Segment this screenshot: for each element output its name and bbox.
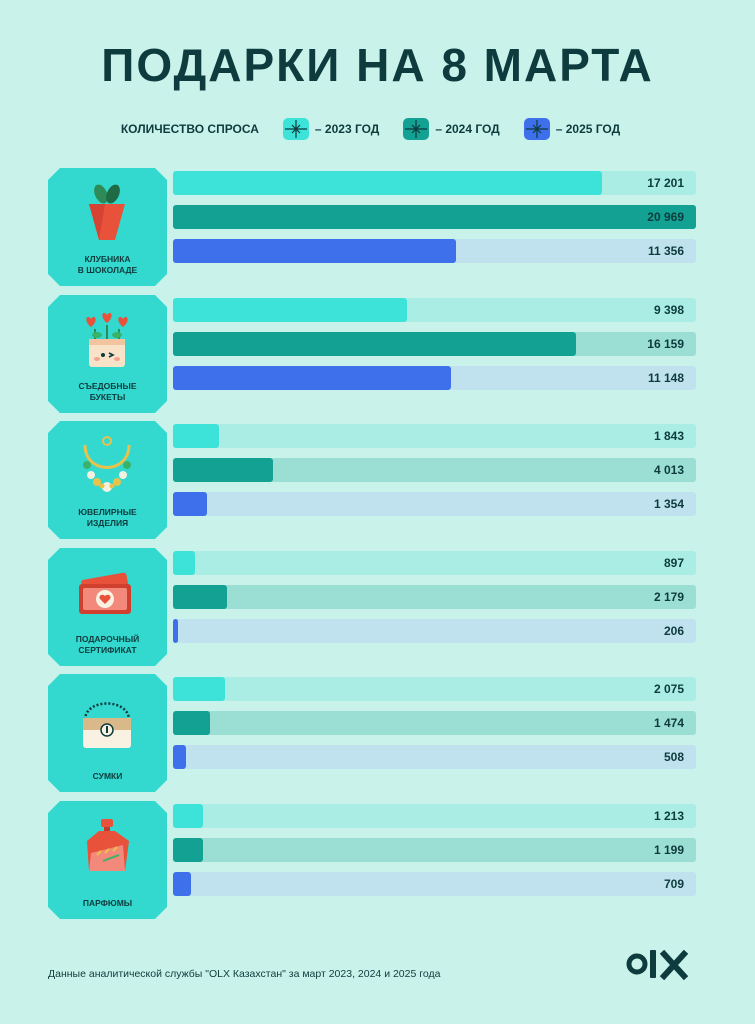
perfume-icon: [75, 815, 139, 879]
bag-icon: [75, 688, 139, 752]
bar-value-label: 2 075: [653, 682, 684, 696]
category-label: СЪЕДОБНЫЕ БУКЕТЫ: [78, 381, 137, 402]
gift-swatch-icon: [523, 118, 550, 140]
bouquet-icon: [75, 309, 139, 373]
bar-value-label: 897: [663, 556, 684, 570]
bar-2023: [173, 424, 219, 448]
bar-track-2023: 1 213: [173, 804, 696, 828]
bar-2023: [173, 171, 603, 195]
category-label: ПОДАРОЧНЫЙ СЕРТИФИКАТ: [75, 634, 140, 655]
gift-swatch-icon: [282, 118, 309, 140]
category-card: КЛУБНИКА В ШОКОЛАДЕ: [48, 168, 167, 286]
bar-track-2025: 206: [173, 619, 696, 643]
bar-2025: [173, 239, 457, 263]
bar-2024: [173, 332, 577, 356]
category-label: ПАРФЮМЫ: [82, 898, 133, 908]
bar-2023: [173, 551, 196, 575]
bar-track-2023: 9 398: [173, 298, 696, 322]
legend-label: – 2025 ГОД: [555, 122, 621, 136]
gift-card-icon: [75, 562, 139, 626]
legend-item-2024: – 2024 ГОД: [403, 118, 500, 140]
bar-value-label: 206: [663, 624, 684, 638]
bar-2025: [173, 492, 207, 516]
bar-value-label: 4 013: [653, 463, 684, 477]
category-label: ЮВЕЛИРНЫЕ ИЗДЕЛИЯ: [78, 507, 137, 528]
bar-value-label: 9 398: [653, 303, 684, 317]
category-group: КЛУБНИКА В ШОКОЛАДЕ 17 201 20 969 11 356: [48, 168, 698, 286]
category-card: СУМКИ: [48, 674, 167, 792]
bar-group: 9 398 16 159 11 148: [173, 295, 698, 413]
bar-track-2025: 11 148: [173, 366, 696, 390]
bar-track-2024: 1 474: [173, 711, 696, 735]
bar-value-label: 1 213: [653, 809, 684, 823]
bar-track-2023: 1 843: [173, 424, 696, 448]
category-card: ЮВЕЛИРНЫЕ ИЗДЕЛИЯ: [48, 421, 167, 539]
bar-2024: [173, 838, 203, 862]
bar-track-2023: 17 201: [173, 171, 696, 195]
bar-2024: [173, 711, 210, 735]
bar-value-label: 2 179: [653, 590, 684, 604]
legend-label: – 2024 ГОД: [435, 122, 500, 136]
bar-2025: [173, 745, 186, 769]
bar-track-2025: 1 354: [173, 492, 696, 516]
category-group: ПОДАРОЧНЫЙ СЕРТИФИКАТ 897 2 179 206: [48, 548, 698, 666]
olx-logo-icon: [626, 949, 689, 981]
bar-track-2024: 20 969: [173, 205, 696, 229]
bar-track-2025: 508: [173, 745, 696, 769]
bar-2023: [173, 677, 225, 701]
category-label: СУМКИ: [92, 771, 123, 781]
legend-title: КОЛИЧЕСТВО СПРОСА: [120, 122, 259, 136]
bar-2023: [173, 804, 204, 828]
bar-2023: [173, 298, 408, 322]
bar-2024: [173, 205, 696, 229]
bar-value-label: 508: [663, 750, 684, 764]
bar-group: 17 201 20 969 11 356: [173, 168, 698, 286]
bar-2024: [173, 458, 274, 482]
bar-value-label: 16 159: [647, 337, 684, 351]
bar-group: 1 213 1 199 709: [173, 801, 698, 919]
category-card: ПАРФЮМЫ: [48, 801, 167, 919]
bar-2025: [173, 619, 179, 643]
bar-2025: [173, 872, 191, 896]
bar-track-2024: 4 013: [173, 458, 696, 482]
bar-track-2024: 2 179: [173, 585, 696, 609]
category-group: СУМКИ 2 075 1 474 508: [48, 674, 698, 792]
bar-value-label: 1 199: [653, 843, 684, 857]
category-group: СЪЕДОБНЫЕ БУКЕТЫ 9 398 16 159 11 148: [48, 295, 698, 413]
legend: КОЛИЧЕСТВО СПРОСА – 2023 ГОД – 2024 ГОД …: [0, 118, 755, 140]
bar-track-2025: 709: [173, 872, 696, 896]
bar-track-2024: 1 199: [173, 838, 696, 862]
bar-2024: [173, 585, 228, 609]
bar-value-label: 20 969: [647, 210, 684, 224]
legend-label: – 2023 ГОД: [314, 122, 380, 136]
bar-group: 2 075 1 474 508: [173, 674, 698, 792]
legend-item-2023: – 2023 ГОД: [282, 118, 380, 140]
bar-group: 1 843 4 013 1 354: [173, 421, 698, 539]
bar-group: 897 2 179 206: [173, 548, 698, 666]
category-group: ЮВЕЛИРНЫЕ ИЗДЕЛИЯ 1 843 4 013 1 354: [48, 421, 698, 539]
bar-track-2023: 897: [173, 551, 696, 575]
category-group: ПАРФЮМЫ 1 213 1 199 709: [48, 801, 698, 919]
bar-track-2025: 11 356: [173, 239, 696, 263]
gift-swatch-icon: [403, 118, 430, 140]
bar-value-label: 1 474: [653, 716, 684, 730]
bar-track-2024: 16 159: [173, 332, 696, 356]
bar-2025: [173, 366, 452, 390]
strawberry-icon: [75, 182, 139, 246]
bar-value-label: 11 356: [647, 244, 684, 258]
bar-value-label: 709: [663, 877, 684, 891]
category-label: КЛУБНИКА В ШОКОЛАДЕ: [77, 254, 138, 275]
bar-value-label: 11 148: [647, 371, 684, 385]
necklace-icon: [75, 435, 139, 499]
bar-value-label: 1 354: [653, 497, 684, 511]
category-card: ПОДАРОЧНЫЙ СЕРТИФИКАТ: [48, 548, 167, 666]
category-card: СЪЕДОБНЫЕ БУКЕТЫ: [48, 295, 167, 413]
bar-value-label: 17 201: [647, 176, 684, 190]
bar-track-2023: 2 075: [173, 677, 696, 701]
page-title: ПОДАРКИ НА 8 МАРТА: [101, 39, 654, 91]
legend-item-2025: – 2025 ГОД: [523, 118, 621, 140]
bar-value-label: 1 843: [653, 429, 684, 443]
source-note: Данные аналитической службы "OLX Казахст…: [48, 968, 441, 980]
